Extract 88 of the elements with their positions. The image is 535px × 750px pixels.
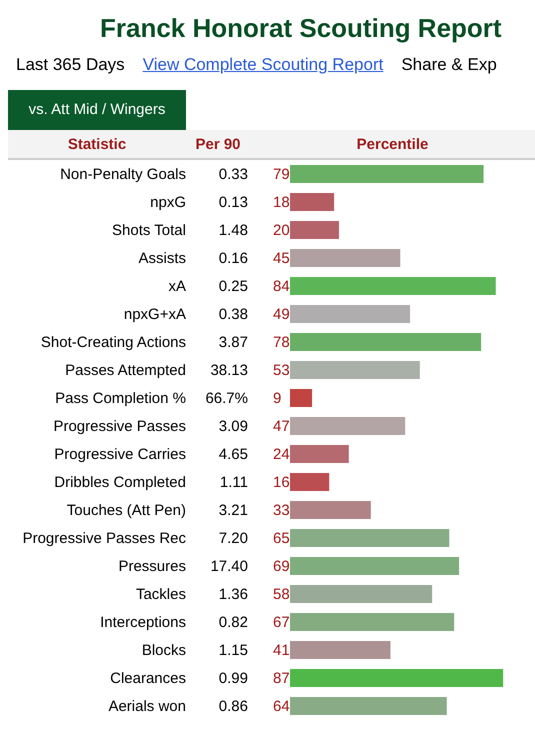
data-label: 9 (273, 390, 282, 407)
bar (290, 221, 339, 239)
data-label: 47 (273, 418, 290, 435)
y-tick-label: Interceptions (100, 614, 186, 631)
y-tick-label: Tackles (136, 586, 186, 603)
data-label: 87 (273, 670, 290, 687)
data-label: 33 (273, 502, 290, 519)
y-tick-label: npxG (150, 194, 186, 211)
bar (290, 613, 454, 631)
y-tick-label: Non-Penalty Goals (60, 166, 186, 183)
bar (290, 389, 312, 407)
x-axis-title: Percentile (356, 136, 430, 152)
data-label: 64 (273, 698, 290, 715)
bar (290, 585, 432, 603)
bar (290, 361, 420, 379)
text: 1.11 (220, 474, 248, 491)
text: 0.82 (218, 614, 248, 631)
y-tick-label: Progressive Passes (53, 418, 186, 435)
y-tick-label: Progressive Passes Rec (22, 530, 186, 547)
text: 66.7% (205, 390, 248, 407)
data-label: 84 (273, 278, 290, 295)
text: 1.15 (218, 642, 248, 659)
bar (290, 641, 390, 659)
bar (290, 557, 460, 575)
bar (290, 193, 334, 211)
y-tick-label: Pass Completion % (55, 390, 186, 407)
bar (290, 473, 330, 491)
y-tick-label: Touches (Att Pen) (66, 502, 186, 519)
text: 0.38 (218, 306, 248, 323)
text: 0.86 (218, 698, 248, 715)
y-tick-label: Shot-Creating Actions (40, 334, 186, 351)
text: 0.16 (218, 250, 248, 267)
data-label: 41 (273, 642, 290, 659)
bar (290, 669, 504, 687)
bar (290, 445, 349, 463)
text: 3.87 (218, 334, 248, 351)
text: 1.36 (218, 586, 248, 603)
y-tick-label: npxG+xA (124, 306, 186, 323)
data-label: 65 (273, 530, 290, 547)
data-label: 53 (273, 362, 290, 379)
y-tick-label: Clearances (110, 670, 186, 687)
y-tick-label: Shots Total (112, 222, 186, 239)
data-label: 24 (273, 446, 290, 463)
text: 4.65 (218, 446, 248, 463)
bar (290, 249, 400, 267)
bar (290, 697, 447, 715)
bar (290, 333, 482, 351)
bar (290, 305, 410, 323)
y-tick-label: Blocks (142, 642, 186, 659)
text: 17.40 (210, 558, 248, 575)
text: 3.09 (218, 418, 248, 435)
y-tick-label: Dribbles Completed (54, 474, 186, 491)
text: 3.21 (218, 502, 248, 519)
chart-title: Franck Honorat Scouting Report (99, 12, 503, 45)
data-label: 16 (273, 474, 290, 491)
text: 0.99 (218, 670, 248, 687)
y-tick-label: Aerials won (108, 698, 186, 715)
data-label: 67 (273, 614, 290, 631)
text: View Complete Scouting Report (142, 55, 384, 75)
data-label: 78 (273, 334, 290, 351)
text: 0.25 (218, 278, 248, 295)
data-label: 45 (273, 250, 290, 267)
y-tick-label: Passes Attempted (65, 362, 186, 379)
text: 0.13 (218, 194, 248, 211)
bar (290, 277, 496, 295)
text: Last 365 Days (16, 55, 125, 75)
data-label: 69 (273, 558, 290, 575)
data-label: 49 (273, 306, 290, 323)
text: 38.13 (210, 362, 248, 379)
text: 1.48 (218, 222, 248, 239)
data-label: 20 (273, 222, 290, 239)
bar (290, 165, 484, 183)
data-label: 58 (273, 586, 290, 603)
y-tick-label: xA (168, 278, 186, 295)
y-tick-label: Assists (138, 250, 186, 267)
y-tick-label: Progressive Carries (54, 446, 186, 463)
text: Share & Exp (401, 55, 497, 75)
y-axis-title: Statistic (66, 136, 128, 152)
y-tick-label: Pressures (118, 558, 186, 575)
data-label: 18 (273, 194, 290, 211)
bar (290, 501, 371, 519)
bar (290, 417, 406, 435)
text: 0.33 (218, 166, 248, 183)
text: vs. Att Mid / Wingers (8, 90, 186, 130)
bar (290, 529, 450, 547)
data-label: 79 (273, 166, 290, 183)
text: Per 90 (194, 136, 242, 152)
text: 7.20 (218, 530, 248, 547)
